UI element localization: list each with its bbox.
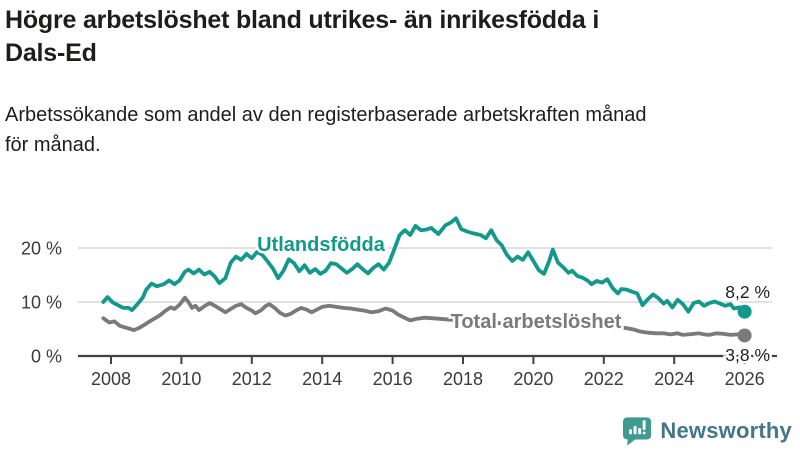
page-subtitle: Arbetssökande som andel av den registerb…: [5, 100, 793, 160]
newsworthy-logo-text: Newsworthy: [660, 418, 792, 443]
x-tick-label: 2016: [373, 369, 413, 389]
x-tick-label: 2008: [91, 369, 131, 389]
series-label-utlandsfodda: Utlandsfödda: [257, 234, 386, 256]
y-tick-label: 10 %: [21, 293, 62, 313]
series-end-dot-0: [737, 304, 752, 319]
unemployment-line-chart: 2008 2010 2012 2014 2016 2018 2020 2022 2024 2026…: [21, 216, 777, 389]
page-subtitle-line2: för månad.: [5, 134, 101, 156]
y-tick-label: 0 %: [31, 347, 62, 367]
x-tick-label: 2020: [513, 369, 553, 389]
x-tick-label: 2026: [725, 369, 765, 389]
page-title-line1: Högre arbetslöshet bland utrikes- än inr…: [5, 6, 600, 34]
series-end-dot-1: [737, 328, 752, 343]
y-tick-label: 20 %: [21, 239, 62, 259]
x-tick-label: 2018: [443, 369, 483, 389]
page-subtitle-line1: Arbetssökande som andel av den registerb…: [5, 104, 647, 126]
chart-generated-layer: 2008 2010 2012 2014 2016 2018 2020 2022 2024 2026…: [21, 216, 777, 389]
page-title: Högre arbetslöshet bland utrikes- än inr…: [5, 4, 765, 70]
x-tick-label: 2014: [302, 369, 342, 389]
series-line-0: [101, 216, 747, 314]
series-line-1: [101, 295, 747, 338]
speech-bubble-bar-chart-icon: [623, 417, 652, 446]
x-tick-label: 2010: [161, 369, 201, 389]
x-tick-label: 2012: [232, 369, 272, 389]
x-tick-label: 2024: [654, 369, 694, 389]
newsworthy-logo: Newsworthy: [621, 415, 792, 447]
x-tick-label: 2022: [584, 369, 624, 389]
page-title-line2: Dals-Ed: [5, 39, 97, 67]
end-value-label-total: 3,8 %: [725, 345, 770, 365]
series-label-total-arbetsloshet: Total arbetslöshet: [451, 311, 622, 333]
end-value-label-utlandsfodda: 8,2 %: [725, 282, 770, 302]
